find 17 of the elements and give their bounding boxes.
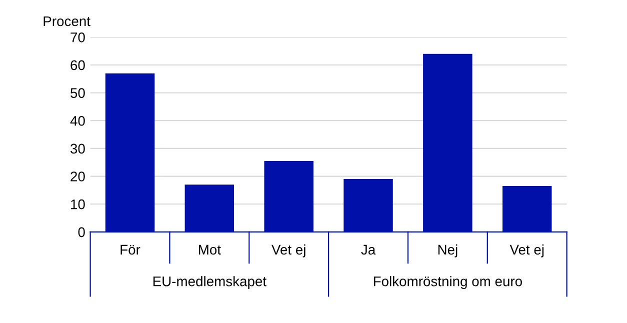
x-tick-label: Vet ej bbox=[510, 244, 544, 258]
text: EU-medlemskapet bbox=[153, 276, 266, 290]
y-tick-label: 10 bbox=[71, 199, 85, 210]
y-tick-label: 70 bbox=[70, 32, 85, 42]
y-tick-label: 20 bbox=[70, 172, 85, 182]
y-tick-label: 40 bbox=[70, 116, 85, 126]
x-tick-label: Nej bbox=[438, 244, 458, 258]
x-tick-label: Ja bbox=[361, 244, 376, 255]
text: Folkomröstning om euro bbox=[374, 276, 522, 290]
x-tick-label: För bbox=[120, 244, 140, 255]
y-tick-label: 30 bbox=[70, 144, 85, 154]
x-tick-label: Mot bbox=[198, 244, 221, 255]
x-tick-label: Vet ej bbox=[272, 244, 306, 258]
y-tick-label: 50 bbox=[70, 88, 85, 98]
y-tick-label: 60 bbox=[70, 60, 85, 70]
y-axis-title: Procent bbox=[44, 16, 90, 26]
y-tick-label: 0 bbox=[78, 227, 85, 238]
